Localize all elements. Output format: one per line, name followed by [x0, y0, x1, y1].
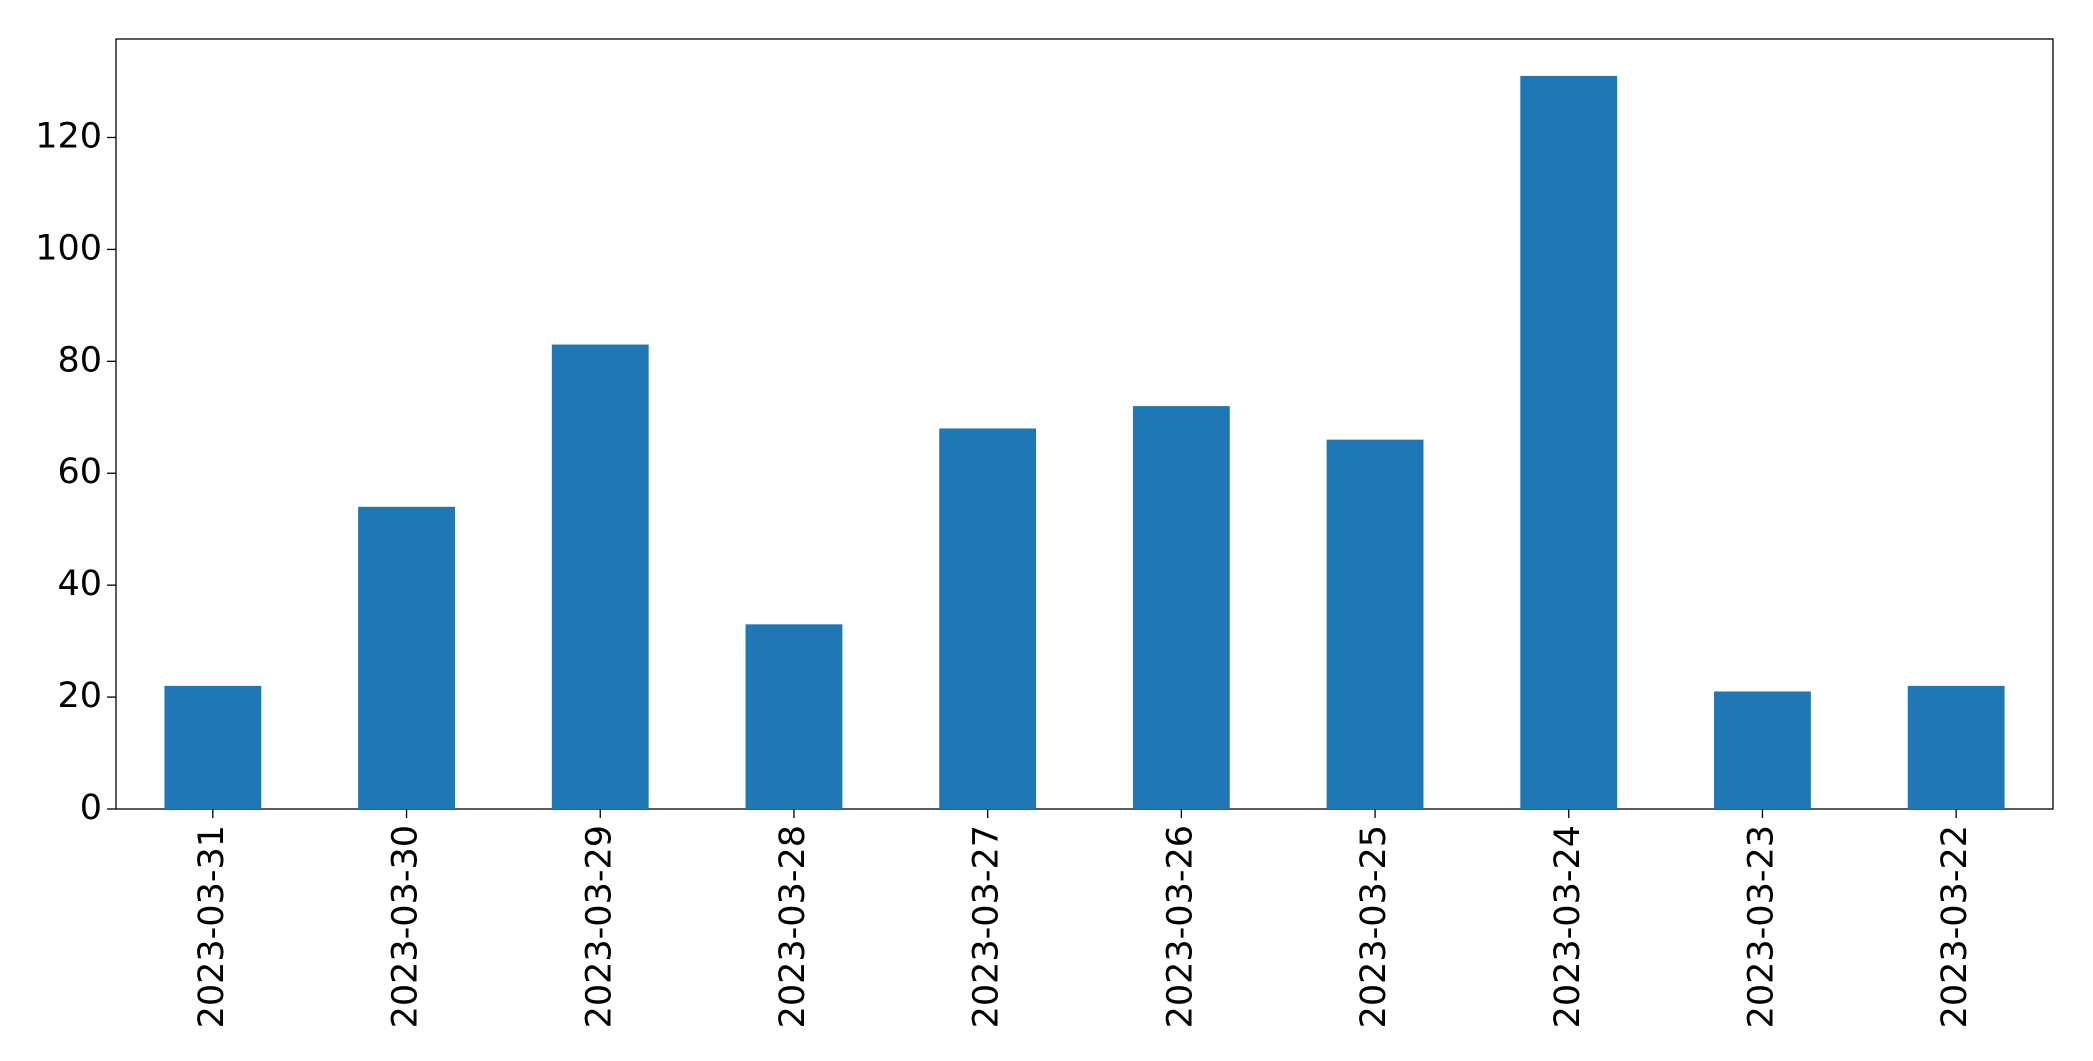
y-tick-label: 100 [35, 228, 102, 268]
bar [164, 685, 262, 809]
y-tick-label: 40 [57, 564, 102, 604]
y-tick-label: 20 [57, 676, 102, 716]
x-tick-label: 2023-03-27 [967, 825, 1007, 1028]
x-tick-label: 2023-03-25 [1354, 825, 1394, 1028]
y-tick-label: 60 [57, 452, 102, 492]
bar [1714, 691, 1811, 809]
x-tick-label: 2023-03-29 [579, 825, 619, 1028]
bar [1326, 439, 1424, 809]
bar [1520, 75, 1618, 810]
bar [358, 506, 455, 809]
x-tick-label: 2023-03-23 [1741, 825, 1781, 1028]
y-tick-label: 0 [80, 788, 102, 828]
x-tick-label: 2023-03-28 [773, 825, 813, 1028]
plot-frame [115, 38, 2054, 810]
x-tick-label: 2023-03-31 [192, 825, 232, 1028]
y-tick-label: 80 [57, 340, 102, 380]
x-tick-label: 2023-03-22 [1935, 825, 1975, 1028]
bar [551, 344, 649, 809]
x-tick-label: 2023-03-24 [1548, 825, 1588, 1028]
y-tick-label: 120 [35, 116, 102, 156]
bar [1132, 406, 1230, 809]
bar [745, 624, 843, 809]
x-tick-label: 2023-03-30 [386, 825, 426, 1028]
x-tick-label: 2023-03-26 [1160, 825, 1200, 1028]
bar [1907, 685, 2005, 809]
bar [939, 428, 1037, 809]
